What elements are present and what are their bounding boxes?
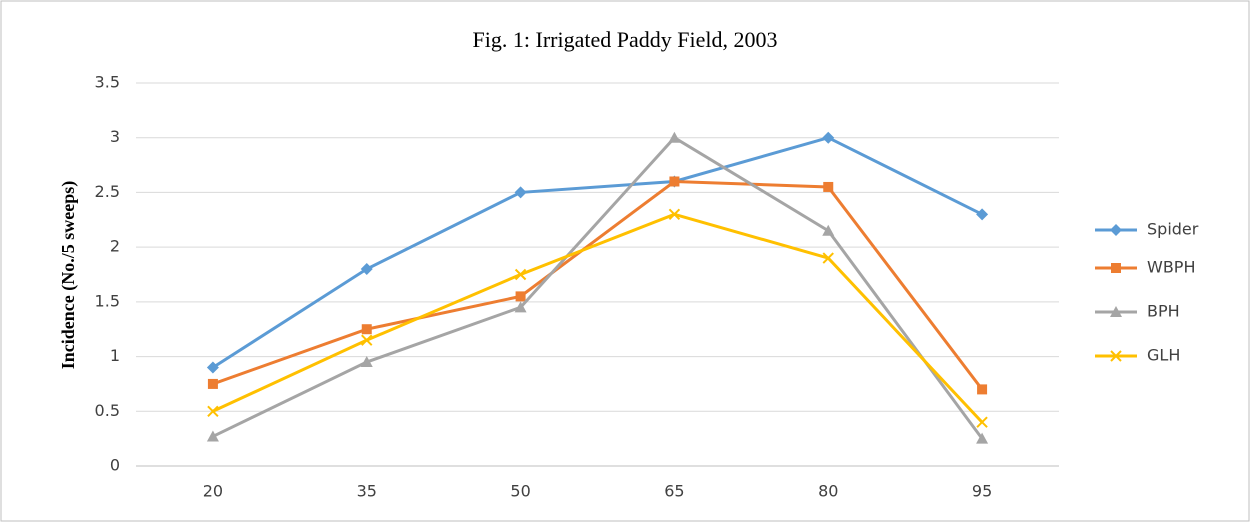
marker	[822, 224, 835, 236]
series-line	[212, 136, 983, 369]
legend-label: GLH	[1147, 346, 1180, 365]
marker	[823, 181, 834, 192]
marker	[361, 334, 373, 346]
marker	[361, 324, 372, 335]
y-tick-label: 2	[110, 237, 120, 256]
x-tick-label: 50	[510, 482, 530, 501]
y-axis-label: Incidence (No./5 sweeps)	[58, 181, 79, 369]
x-tick-label: 65	[664, 482, 684, 501]
y-tick-label: 0	[110, 456, 120, 475]
legend-marker	[1110, 224, 1122, 236]
y-tick-label: 0.5	[95, 401, 120, 420]
marker	[206, 430, 219, 442]
marker	[360, 263, 373, 276]
series-line	[212, 212, 984, 424]
x-tick-label: 35	[357, 482, 377, 501]
y-tick-label: 3	[110, 127, 120, 146]
marker	[207, 405, 219, 417]
marker	[514, 186, 527, 199]
marker	[514, 268, 527, 281]
marker	[207, 378, 218, 389]
series-line	[212, 179, 984, 391]
marker	[668, 131, 681, 143]
marker	[976, 208, 989, 221]
x-tick-label: 20	[203, 482, 223, 501]
marker	[977, 384, 988, 395]
x-tick-label: 80	[818, 482, 838, 501]
y-tick-label: 2.5	[95, 182, 120, 201]
marker	[668, 208, 681, 221]
x-tick-label: 95	[972, 482, 992, 501]
marker	[514, 301, 527, 313]
marker	[669, 176, 680, 187]
legend-marker	[1110, 306, 1122, 317]
legend-marker	[1110, 350, 1122, 362]
marker	[822, 252, 834, 264]
legend-label: Spider	[1147, 220, 1199, 239]
y-tick-label: 3.5	[95, 73, 120, 92]
marker	[360, 356, 373, 368]
y-tick-label: 1.5	[95, 291, 120, 310]
marker	[515, 291, 526, 302]
chart-title: Fig. 1: Irrigated Paddy Field, 2003	[473, 27, 778, 52]
series-line	[212, 135, 984, 440]
legend-marker	[1111, 263, 1121, 273]
legend-label: BPH	[1147, 302, 1180, 321]
marker	[976, 432, 989, 444]
marker	[822, 131, 835, 144]
marker	[206, 361, 219, 374]
y-tick-label: 1	[110, 346, 120, 365]
marker	[976, 416, 988, 428]
legend-label: WBPH	[1147, 258, 1195, 277]
